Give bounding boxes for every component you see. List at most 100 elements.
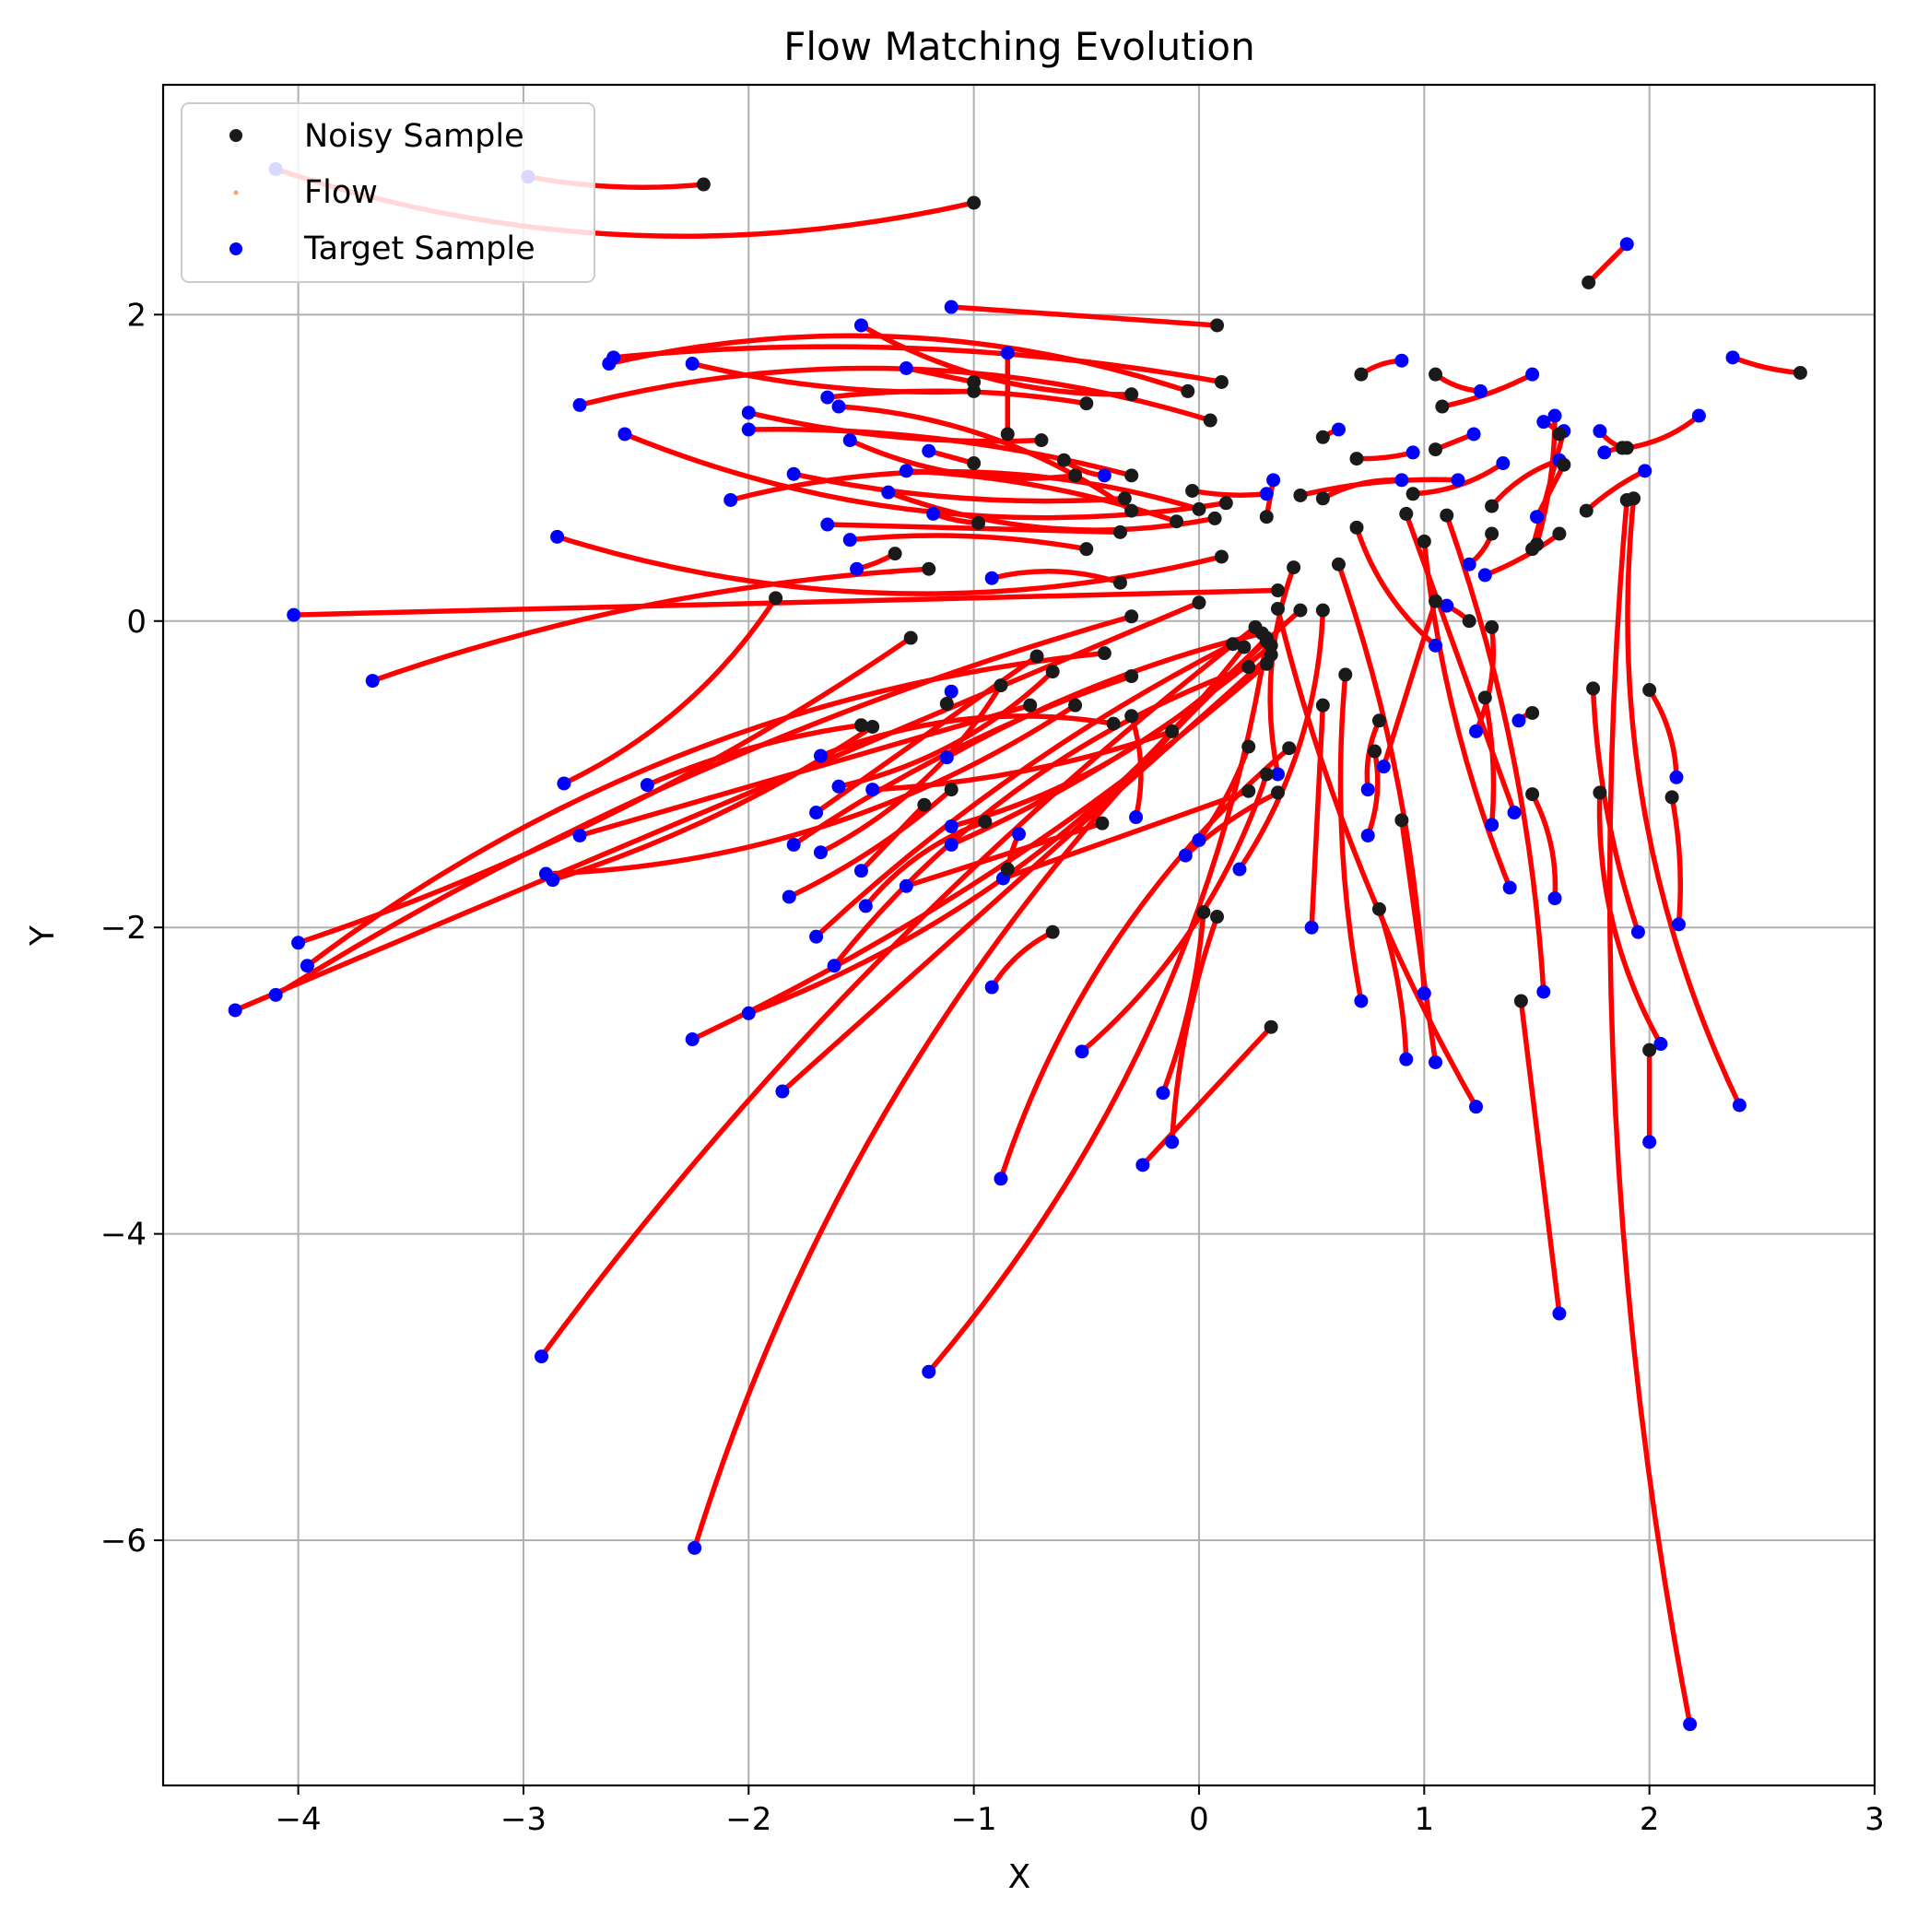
target-point — [1394, 353, 1409, 368]
noisy-point — [1485, 499, 1499, 513]
target-point — [1496, 456, 1511, 471]
target-point — [1012, 827, 1026, 842]
target-point — [1165, 1135, 1180, 1149]
noisy-point — [1642, 683, 1657, 698]
flow-path — [610, 344, 1225, 385]
noisy-point — [1525, 705, 1540, 720]
target-point — [944, 837, 958, 852]
noisy-point — [1293, 603, 1308, 618]
x-axis-label: X — [1008, 1858, 1031, 1896]
target-point — [782, 889, 796, 904]
y-tick-label: −6 — [100, 1523, 147, 1560]
target-point — [557, 776, 571, 791]
noisy-point — [1557, 457, 1571, 472]
y-tick-label: 2 — [126, 297, 147, 334]
noisy-point — [1210, 318, 1225, 333]
legend-marker-flow — [233, 190, 239, 195]
noisy-point — [1627, 491, 1641, 506]
noisy-point — [1214, 549, 1229, 564]
noisy-point — [1210, 910, 1225, 925]
noisy-point — [1068, 468, 1083, 483]
noisy-point — [1429, 367, 1443, 382]
noisy-point — [1582, 275, 1596, 289]
noisy-point — [1034, 433, 1049, 448]
target-point — [291, 936, 306, 950]
noisy-point — [1237, 640, 1252, 654]
flow-path — [1309, 702, 1326, 930]
noisy-point — [922, 561, 936, 576]
legend-label-noisy: Noisy Sample — [304, 118, 524, 155]
flow-path — [1381, 598, 1439, 770]
noisy-point — [1552, 526, 1567, 541]
noisy-point — [865, 719, 880, 734]
legend: Noisy Sample Flow Target Sample — [181, 102, 595, 283]
target-point — [994, 1172, 1008, 1186]
target-point — [850, 561, 864, 576]
target-point — [809, 806, 824, 820]
flow-path — [1000, 788, 1252, 881]
target-point — [546, 873, 560, 888]
target-point — [1732, 1098, 1746, 1113]
target-point — [1485, 818, 1499, 832]
flow-path — [561, 595, 779, 786]
noisy-point — [1112, 524, 1127, 539]
target-point — [1597, 445, 1612, 460]
noisy-point — [1000, 427, 1015, 442]
noisy-point — [1079, 396, 1094, 411]
noisy-point — [978, 815, 993, 829]
noisy-point — [1218, 496, 1233, 511]
noisy-point — [1241, 739, 1256, 754]
flow-path — [989, 929, 1055, 990]
flow-path — [1529, 791, 1558, 901]
noisy-point — [1095, 816, 1110, 831]
target-point — [944, 819, 958, 833]
flow-path — [780, 652, 1274, 1094]
noisy-point — [1124, 503, 1139, 518]
target-point — [926, 506, 941, 521]
noisy-point — [1029, 649, 1044, 664]
target-point — [617, 427, 632, 442]
noisy-point — [1282, 741, 1297, 756]
flow-path — [1488, 457, 1562, 509]
flow-path — [791, 471, 1128, 504]
target-point — [1683, 1717, 1698, 1732]
target-point — [813, 845, 828, 860]
flow-path — [1590, 686, 1641, 935]
noisy-point — [903, 630, 918, 645]
flow-path — [1275, 606, 1479, 1110]
noisy-point — [1368, 744, 1382, 759]
target-point — [1192, 832, 1206, 847]
target-point — [1399, 1052, 1414, 1066]
legend-label-target: Target Sample — [303, 230, 535, 267]
flow-path — [1482, 531, 1562, 578]
noisy-point — [888, 547, 902, 561]
flow-path — [1518, 998, 1562, 1316]
target-point — [1547, 408, 1562, 423]
flow-path — [1182, 790, 1281, 858]
target-point — [1547, 891, 1562, 906]
flow-path — [1606, 497, 1693, 1727]
flow-path — [273, 614, 1135, 998]
target-point — [640, 778, 654, 793]
noisy-point — [1264, 1019, 1278, 1034]
flow-path — [1669, 795, 1684, 927]
target-point — [1507, 806, 1522, 820]
target-point — [1477, 568, 1492, 583]
noisy-point — [1068, 698, 1083, 713]
noisy-point — [1349, 452, 1364, 466]
target-point — [1360, 828, 1375, 842]
flow-path — [1482, 695, 1497, 828]
target-point — [741, 422, 756, 437]
noisy-point — [944, 783, 958, 797]
target-point — [534, 1349, 548, 1364]
flow-path — [1189, 488, 1270, 498]
target-point — [1462, 557, 1476, 571]
noisy-point — [1293, 488, 1308, 502]
flow-path — [577, 702, 1033, 839]
flow-path — [1337, 672, 1364, 1004]
noisy-point — [1165, 724, 1180, 738]
noisy-point — [1112, 575, 1127, 590]
noisy-point — [1529, 537, 1544, 552]
target-point — [1135, 1158, 1150, 1172]
